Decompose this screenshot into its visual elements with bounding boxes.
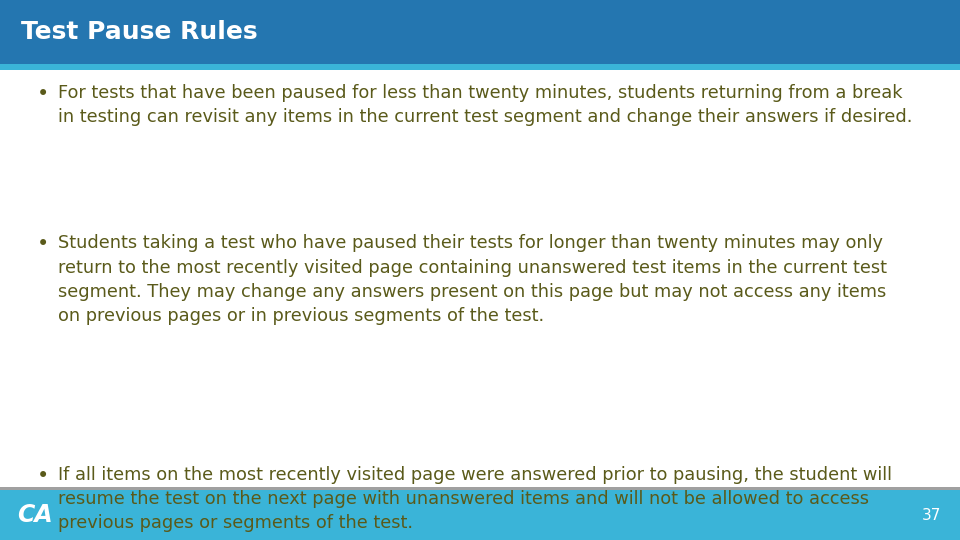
Text: Test Pause Rules: Test Pause Rules [21, 20, 257, 44]
FancyBboxPatch shape [0, 64, 960, 70]
FancyBboxPatch shape [0, 0, 960, 64]
FancyBboxPatch shape [0, 487, 960, 490]
Text: For tests that have been paused for less than twenty minutes, students returning: For tests that have been paused for less… [58, 84, 912, 126]
Text: •: • [36, 234, 49, 254]
Text: CA: CA [17, 503, 53, 527]
Text: Students taking a test who have paused their tests for longer than twenty minute: Students taking a test who have paused t… [58, 234, 887, 325]
Text: •: • [36, 84, 49, 104]
FancyBboxPatch shape [0, 490, 960, 540]
Text: 37: 37 [922, 508, 941, 523]
Text: If all items on the most recently visited page were answered prior to pausing, t: If all items on the most recently visite… [58, 465, 892, 532]
Text: •: • [36, 465, 49, 485]
